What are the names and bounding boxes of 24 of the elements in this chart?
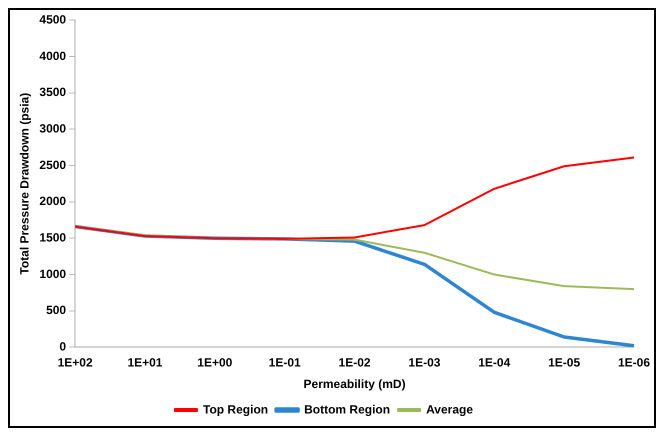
y-axis-title: Total Pressure Drawdown (psia) bbox=[18, 92, 32, 275]
x-axis-title: Permeability (mD) bbox=[304, 377, 406, 392]
x-tick-label: 1E-01 bbox=[268, 356, 302, 370]
legend-label: Top Region bbox=[203, 402, 268, 416]
y-tick-label: 2000 bbox=[39, 194, 66, 208]
y-tick-label: 4500 bbox=[39, 12, 66, 27]
y-tick-label: 4000 bbox=[39, 48, 66, 63]
x-tick-label: 1E-02 bbox=[338, 356, 371, 370]
x-tick-label: 1E+00 bbox=[197, 356, 233, 370]
x-tick-label: 1E-03 bbox=[408, 356, 441, 370]
x-tick-label: 1E+01 bbox=[127, 356, 163, 370]
legend-label: Average bbox=[426, 402, 474, 416]
x-tick-label: 1E+02 bbox=[58, 356, 93, 370]
y-tick-label: 3000 bbox=[39, 122, 66, 136]
y-tick-label: 1000 bbox=[39, 266, 66, 281]
y-tick-label: 2500 bbox=[39, 158, 66, 172]
y-tick-label: 500 bbox=[46, 303, 66, 318]
y-tick-label: 1500 bbox=[39, 230, 66, 245]
legend-label: Bottom Region bbox=[304, 402, 390, 416]
x-tick-label: 1E-06 bbox=[618, 356, 650, 370]
x-tick-label: 1E-05 bbox=[548, 356, 580, 370]
y-tick-label: 3500 bbox=[39, 85, 66, 100]
y-tick-label: 0 bbox=[59, 340, 66, 354]
x-tick-label: 1E-04 bbox=[478, 356, 511, 370]
